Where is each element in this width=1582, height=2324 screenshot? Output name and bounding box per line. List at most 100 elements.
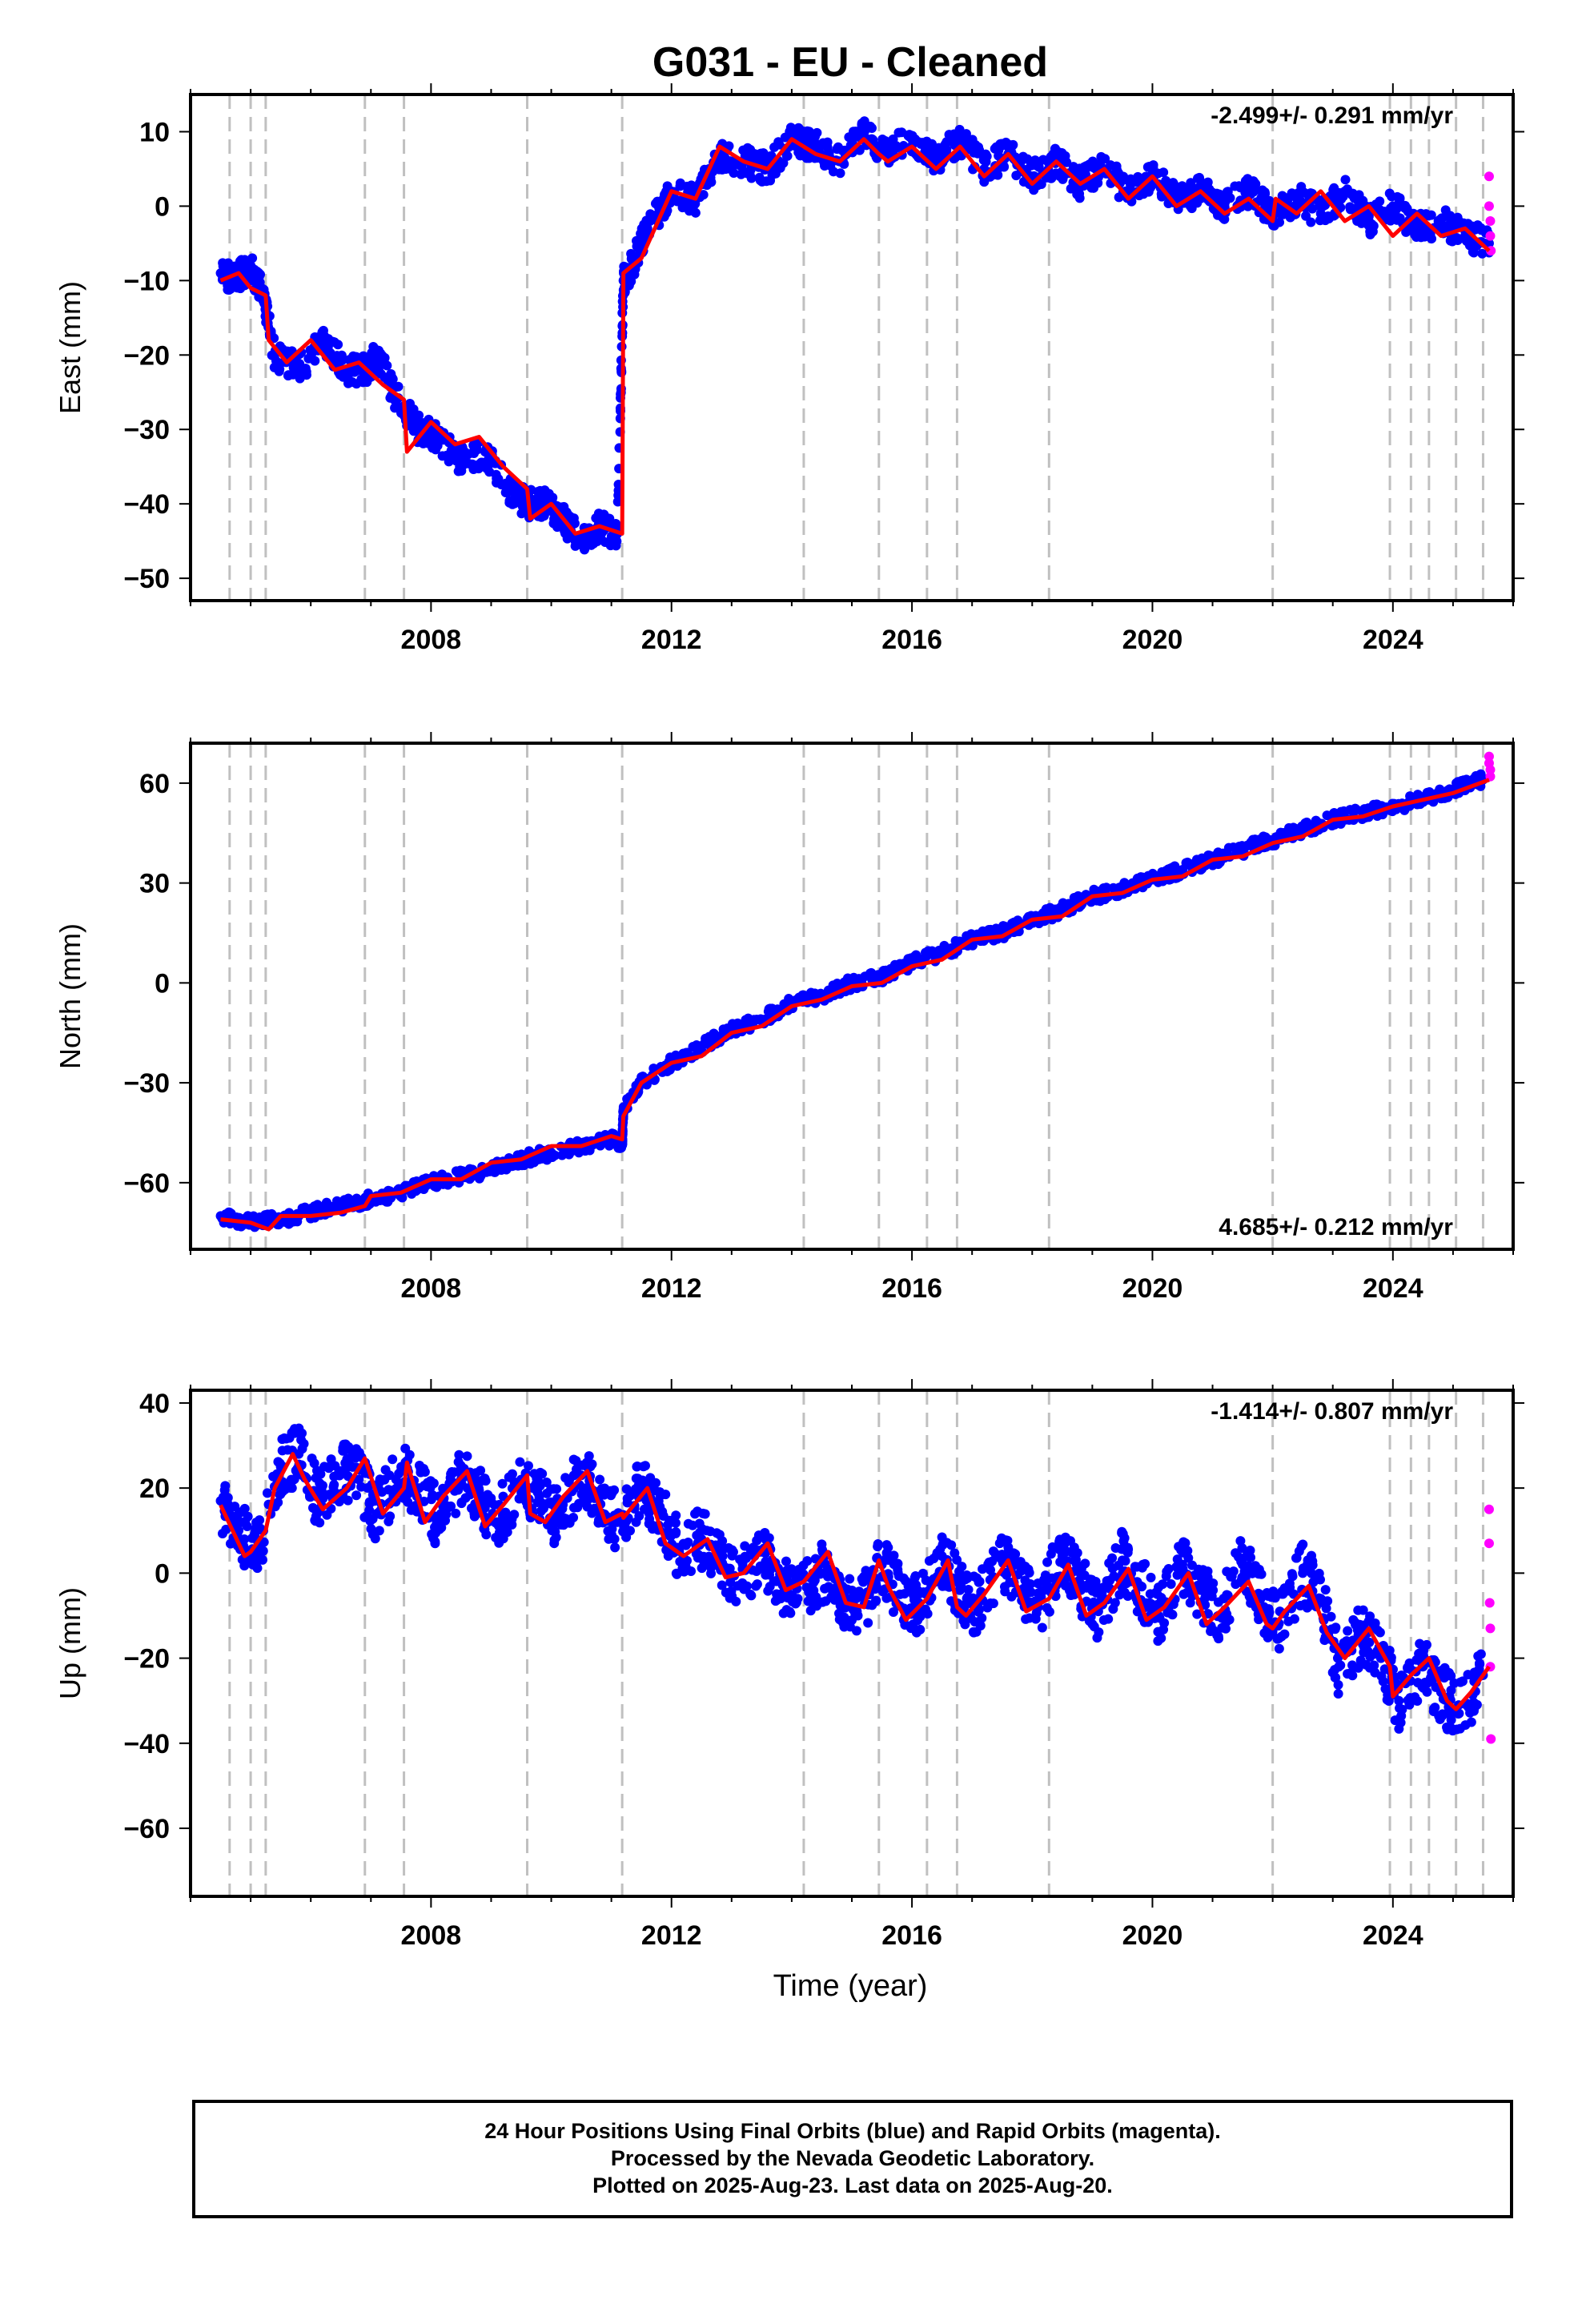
daily-point bbox=[504, 497, 515, 508]
daily-point bbox=[1363, 1616, 1374, 1626]
daily-point bbox=[497, 1517, 508, 1527]
daily-point bbox=[728, 156, 738, 167]
daily-point bbox=[544, 489, 554, 499]
daily-point bbox=[1001, 1535, 1011, 1546]
daily-point bbox=[252, 1548, 263, 1558]
daily-point bbox=[1070, 1555, 1080, 1566]
series-rapid-orbits bbox=[1484, 751, 1496, 782]
daily-point bbox=[1137, 1582, 1147, 1592]
daily-point bbox=[337, 355, 347, 365]
daily-point bbox=[529, 1157, 540, 1168]
daily-point bbox=[1162, 1566, 1172, 1577]
daily-point bbox=[909, 135, 920, 146]
daily-point bbox=[851, 1626, 861, 1636]
daily-point bbox=[271, 356, 282, 366]
daily-point bbox=[255, 277, 265, 287]
daily-point bbox=[796, 151, 806, 161]
daily-point bbox=[1109, 1571, 1119, 1582]
daily-point bbox=[746, 1590, 757, 1601]
daily-point bbox=[678, 1538, 689, 1549]
daily-point bbox=[1145, 1589, 1155, 1599]
data-point bbox=[1484, 238, 1494, 248]
daily-point bbox=[724, 1542, 734, 1553]
daily-point bbox=[1375, 1627, 1385, 1638]
daily-point bbox=[1333, 1689, 1343, 1699]
daily-point bbox=[729, 167, 739, 178]
daily-point bbox=[1222, 1590, 1232, 1600]
daily-point bbox=[749, 1015, 759, 1025]
daily-point bbox=[1163, 1606, 1174, 1617]
daily-point bbox=[247, 253, 258, 263]
x-tick-label: 2020 bbox=[1122, 625, 1183, 655]
daily-point bbox=[1427, 234, 1437, 244]
y-tick-label: 0 bbox=[155, 191, 170, 222]
daily-point bbox=[1342, 184, 1352, 195]
daily-point bbox=[379, 1474, 390, 1485]
daily-point bbox=[1299, 824, 1310, 834]
daily-point bbox=[751, 1581, 761, 1591]
daily-point bbox=[1391, 203, 1402, 214]
daily-point bbox=[1274, 1643, 1284, 1654]
daily-point bbox=[952, 1554, 962, 1565]
daily-point bbox=[222, 1498, 232, 1508]
daily-point bbox=[1361, 1659, 1371, 1670]
daily-point bbox=[1456, 775, 1467, 786]
y-axis-label: North (mm) bbox=[54, 923, 86, 1069]
series-rapid-orbits bbox=[1484, 171, 1496, 256]
daily-point bbox=[403, 1487, 413, 1498]
daily-point bbox=[877, 1586, 888, 1597]
daily-point bbox=[1305, 1555, 1315, 1566]
daily-point bbox=[1172, 187, 1182, 197]
daily-point bbox=[812, 127, 822, 138]
daily-point bbox=[915, 1611, 926, 1622]
daily-point bbox=[1046, 171, 1056, 181]
daily-point bbox=[516, 1160, 527, 1171]
daily-point bbox=[568, 1470, 579, 1481]
daily-point bbox=[559, 501, 569, 512]
daily-point bbox=[498, 1491, 508, 1502]
daily-point bbox=[445, 453, 456, 464]
daily-point bbox=[549, 1538, 560, 1549]
daily-point bbox=[861, 124, 871, 135]
daily-point bbox=[845, 1574, 855, 1584]
data-point bbox=[234, 1526, 244, 1536]
daily-point bbox=[425, 1476, 436, 1486]
daily-point bbox=[1072, 1548, 1082, 1558]
daily-point bbox=[536, 1498, 547, 1508]
daily-point bbox=[318, 1494, 328, 1504]
daily-point bbox=[661, 1490, 671, 1500]
daily-point bbox=[515, 1457, 525, 1467]
daily-point bbox=[1156, 1633, 1166, 1643]
daily-point bbox=[802, 1556, 813, 1566]
daily-point bbox=[1256, 1590, 1267, 1600]
daily-point bbox=[1082, 161, 1092, 171]
daily-point bbox=[1074, 188, 1085, 199]
daily-point bbox=[632, 1462, 642, 1472]
x-tick-label: 2016 bbox=[881, 1273, 942, 1304]
daily-point bbox=[536, 1506, 546, 1516]
daily-point bbox=[763, 1006, 773, 1016]
daily-point bbox=[1235, 1536, 1246, 1546]
daily-point bbox=[1301, 211, 1311, 221]
daily-point bbox=[706, 177, 717, 187]
data-point bbox=[793, 1594, 803, 1604]
daily-point bbox=[580, 535, 590, 545]
daily-point bbox=[1291, 1553, 1301, 1563]
daily-point bbox=[1279, 1629, 1290, 1639]
daily-point bbox=[1223, 842, 1234, 853]
daily-point bbox=[1296, 182, 1307, 192]
daily-point bbox=[982, 151, 992, 162]
daily-point bbox=[385, 1511, 396, 1522]
daily-point bbox=[625, 1490, 636, 1501]
daily-point bbox=[683, 1518, 693, 1529]
daily-point bbox=[640, 1461, 650, 1471]
daily-point bbox=[1250, 834, 1260, 845]
daily-point bbox=[719, 1025, 729, 1035]
daily-point bbox=[1020, 1575, 1030, 1586]
daily-point bbox=[469, 1511, 480, 1522]
daily-point bbox=[1227, 1567, 1237, 1578]
daily-point bbox=[523, 1461, 533, 1471]
daily-point bbox=[607, 1524, 617, 1534]
daily-point bbox=[347, 366, 357, 376]
daily-point bbox=[1135, 872, 1146, 883]
